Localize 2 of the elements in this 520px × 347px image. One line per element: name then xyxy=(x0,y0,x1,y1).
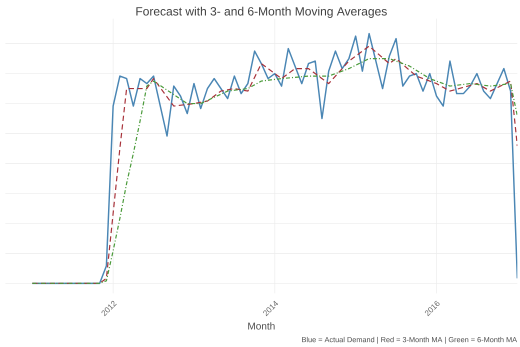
chart-title: Forecast with 3- and 6-Month Moving Averages xyxy=(136,6,387,18)
x-axis-title: Month xyxy=(248,322,275,330)
